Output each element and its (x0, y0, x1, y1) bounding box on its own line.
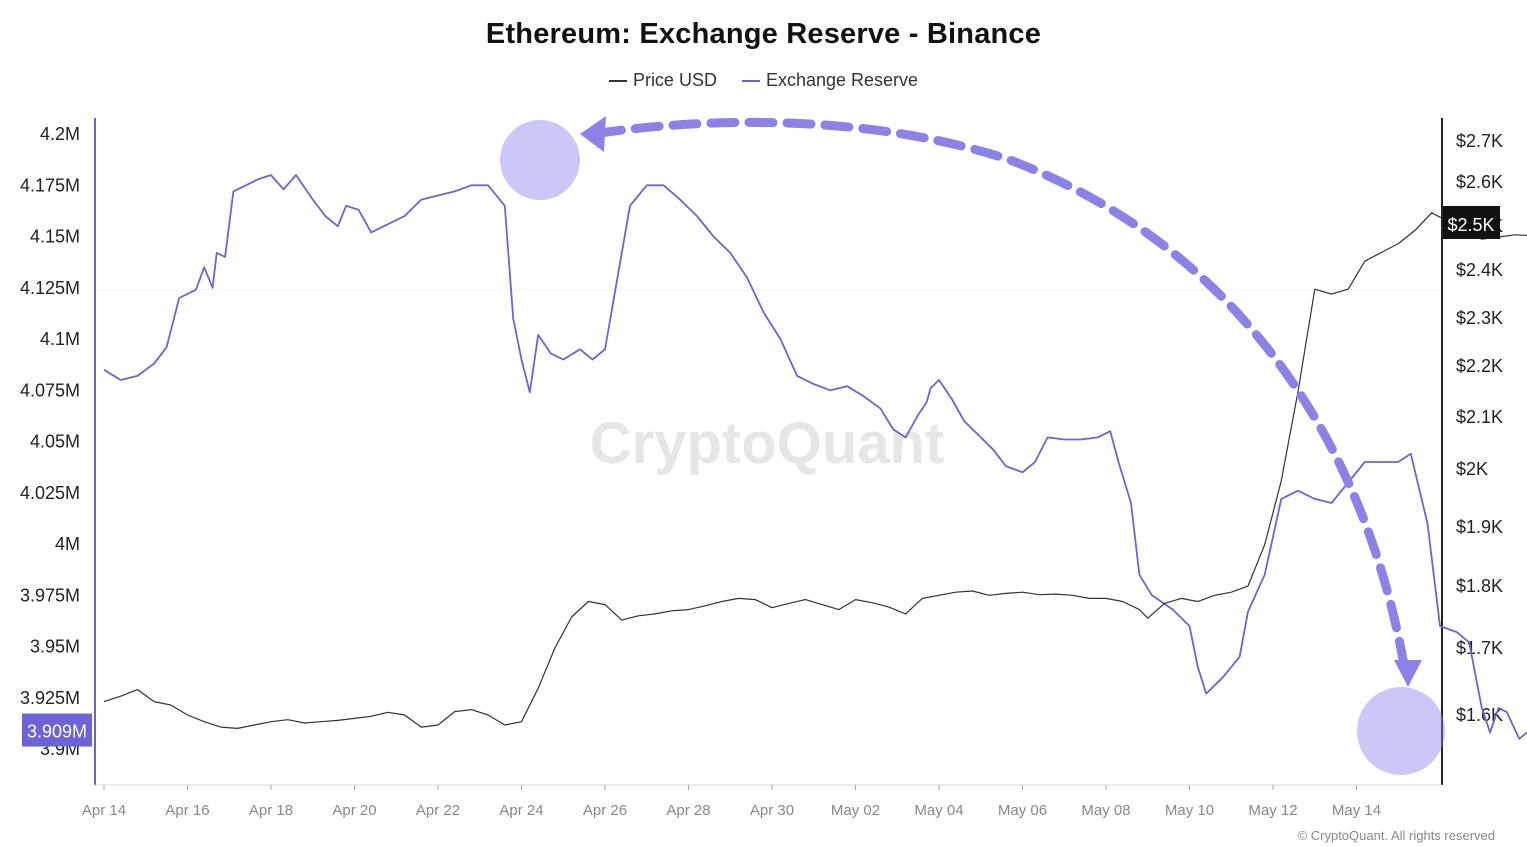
x-tick-label: Apr 16 (165, 802, 209, 819)
right-current-badge (1443, 206, 1500, 239)
watermark: CryptoQuant (590, 411, 944, 476)
legend-item-price[interactable]: Price USD (608, 70, 717, 91)
right-tick-label: $2.6K (1456, 172, 1503, 192)
left-tick-label: 4.15M (30, 227, 80, 247)
left-tick-label: 4.2M (40, 124, 80, 144)
chart-title: Ethereum: Exchange Reserve - Binance (485, 18, 1042, 50)
x-tick-label: Apr 30 (750, 802, 794, 819)
series-line-price-usd (103, 212, 1527, 729)
right-tick-label: $2.2K (1456, 356, 1503, 376)
x-tick-label: Apr 18 (249, 802, 293, 819)
left-tick-label: 4.075M (20, 380, 80, 400)
x-tick-label: May 08 (1081, 802, 1130, 819)
x-tick-label: Apr 26 (583, 802, 627, 819)
legend-item-reserve[interactable]: Exchange Reserve (741, 70, 919, 91)
left-current-badge (22, 713, 92, 747)
x-tick-label: May 14 (1332, 802, 1381, 819)
annotation-circle-peak (500, 120, 580, 200)
legend-swatch-reserve (741, 80, 760, 83)
right-tick-label: $1.9K (1456, 517, 1503, 537)
legend-label-reserve: Exchange Reserve (765, 70, 919, 90)
series-line-exchange-reserve (103, 174, 1527, 740)
left-tick-label: 4.1M (40, 329, 80, 349)
right-tick-label: $1.8K (1456, 576, 1503, 596)
x-tick-label: Apr 14 (82, 802, 126, 819)
right-tick-label: $2.1K (1456, 407, 1503, 427)
x-tick-label: May 06 (998, 802, 1047, 819)
x-tick-label: May 10 (1165, 802, 1214, 819)
left-tick-label: 4.125M (20, 278, 80, 298)
left-current-value: 3.909M (27, 722, 87, 742)
x-tick-label: May 04 (914, 802, 963, 819)
right-tick-label: $2.4K (1456, 260, 1503, 280)
left-tick-label: 4.05M (30, 432, 80, 452)
right-current-value: $2.5K (1447, 215, 1494, 235)
annotation-arrowhead-top (580, 116, 606, 152)
annotation-arrowhead-bottom (1394, 660, 1422, 687)
x-tick-label: Apr 20 (332, 802, 376, 819)
left-tick-label: 3.975M (20, 585, 80, 605)
left-tick-label: 4.175M (20, 175, 80, 195)
x-tick-label: May 02 (831, 802, 880, 819)
copyright-note: © CryptoQuant. All rights reserved (1297, 828, 1495, 843)
right-tick-label: $1.7K (1456, 638, 1503, 658)
left-tick-label: 4.025M (20, 483, 80, 503)
annotation-circle-low (1357, 687, 1445, 775)
x-tick-label: Apr 28 (666, 802, 710, 819)
right-tick-label: $2.7K (1456, 131, 1503, 151)
legend: Price USD Exchange Reserve (0, 70, 1527, 91)
x-tick-label: Apr 22 (416, 802, 460, 819)
legend-swatch-price (608, 80, 627, 83)
right-tick-label: $2K (1456, 459, 1488, 479)
legend-label-price: Price USD (632, 70, 717, 90)
x-tick-label: May 12 (1248, 802, 1297, 819)
left-tick-label: 4M (55, 534, 80, 554)
right-tick-label: $1.6K (1456, 705, 1503, 725)
left-tick-label: 3.95M (30, 637, 80, 657)
x-tick-label: Apr 24 (499, 802, 543, 819)
annotation-dashed-arrow (595, 117, 1409, 670)
right-tick-label: $2.3K (1456, 308, 1503, 328)
left-tick-label: 3.925M (20, 688, 80, 708)
